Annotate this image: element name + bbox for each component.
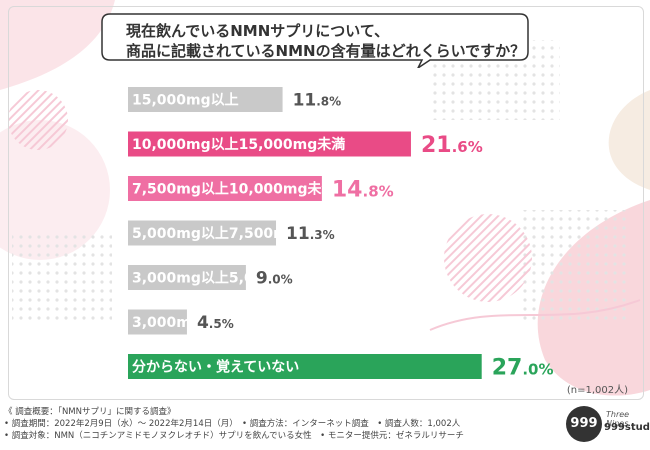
speech-bubble-shape <box>101 13 529 68</box>
logo-mark: 999 <box>566 406 602 442</box>
dot-pattern-left <box>12 230 112 320</box>
bar-value-label: 11.8% <box>293 91 342 111</box>
bar <box>128 87 283 112</box>
bar-category-label: 5,000mg以上7,500mg未満 <box>132 225 326 242</box>
bar <box>128 354 482 379</box>
bar-category-label: 分からない・覚えていない <box>132 359 299 376</box>
beige-blob-right <box>608 90 650 190</box>
survey-footer: 《 調査概要：「NMNサプリ」に関する調査》 • 調査期間：2022年2月9日（… <box>4 406 464 442</box>
logo: 999 Three Nines 999studio <box>566 404 650 446</box>
footer-line-3: • 調査対象：NMN（ニコチンアミドモノヌクレオチド）サプリを飲んでいる女性 •… <box>4 431 464 441</box>
bar <box>128 309 187 335</box>
bar-category-label: 7,500mg以上10,000mg未満 <box>132 181 336 198</box>
bar <box>128 131 411 157</box>
striped-circle-left <box>8 90 68 150</box>
striped-circle-right <box>444 214 532 302</box>
bar <box>128 176 322 201</box>
bar-category-label: 15,000mg以上 <box>132 93 239 109</box>
bar-category-label: 3,000mg以上5,000mg未満 <box>132 270 326 287</box>
question-line-1: 現在飲んでいるNMNサプリについて、 <box>126 22 390 40</box>
footer-line-1: 《 調査概要：「NMNサプリ」に関する調査》 <box>4 407 176 417</box>
card-frame <box>8 6 644 400</box>
logo-script: Three Nines <box>606 410 630 428</box>
question-bubble: 現在飲んでいるNMNサプリについて、 商品に記載されているNMNの含有量はどれく… <box>100 12 530 68</box>
bar-value-label: 27.0% <box>492 356 554 381</box>
bar <box>128 220 277 246</box>
bar-value-label: 9.0% <box>256 269 293 289</box>
bar-value-label: 11.3% <box>286 224 335 244</box>
bar <box>128 265 246 290</box>
bar-category-label: 10,000mg以上15,000mg未満 <box>132 136 345 153</box>
bar-value-label: 14.8% <box>332 178 394 203</box>
bar-value-label: 4.5% <box>197 313 234 333</box>
bar-value-label: 21.6% <box>421 133 483 158</box>
sample-size-note: (n=1,002人) <box>566 385 628 396</box>
pink-curve <box>429 299 641 331</box>
dot-pattern-right <box>520 210 630 320</box>
logo-name: 999studio <box>604 422 650 433</box>
footer-line-2: • 調査期間：2022年2月9日（水）～ 2022年2月14日（月） • 調査方… <box>4 419 461 429</box>
pink-circle-left <box>0 120 110 260</box>
question-line-2: 商品に記載されているNMNの含有量はどれくらいですか？ <box>126 42 526 60</box>
bar-category-label: 3,000mg未満 <box>132 314 229 331</box>
pink-blob-top-left <box>0 0 115 90</box>
